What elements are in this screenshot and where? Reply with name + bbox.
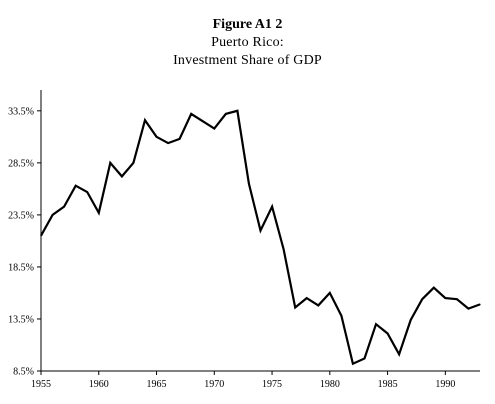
data-point bbox=[317, 304, 319, 307]
data-point bbox=[202, 120, 204, 122]
y-tick-label: 33.5% bbox=[8, 106, 34, 117]
data-point bbox=[456, 298, 458, 300]
chart-subtitle-line-1: Puerto Rico: bbox=[211, 35, 284, 50]
series-line bbox=[40, 109, 481, 366]
x-tick-label: 1975 bbox=[262, 379, 282, 390]
chart-titles: Figure A1 2 Puerto Rico: Investment Shar… bbox=[0, 16, 495, 70]
data-point bbox=[213, 127, 215, 130]
chart-title: Figure A1 2 bbox=[212, 17, 283, 32]
data-point bbox=[179, 138, 181, 140]
y-tick-label: 18.5% bbox=[8, 262, 34, 273]
data-point bbox=[352, 363, 354, 365]
data-point bbox=[271, 205, 273, 208]
data-point bbox=[329, 292, 331, 294]
data-point bbox=[294, 306, 296, 309]
data-point bbox=[421, 298, 423, 300]
data-point bbox=[86, 191, 88, 193]
series bbox=[40, 109, 481, 366]
data-point bbox=[109, 162, 111, 164]
data-point bbox=[155, 136, 158, 138]
data-point bbox=[75, 185, 77, 187]
x-tick-label: 1980 bbox=[320, 379, 340, 390]
y-tick-label: 8.5% bbox=[13, 367, 34, 378]
data-point bbox=[236, 110, 238, 112]
data-point bbox=[467, 307, 470, 310]
data-point bbox=[479, 303, 481, 305]
tick-labels: 8.5% 13.5% 18.5% 23.5% 28.5% 33.5% 1955 1960 196… bbox=[8, 106, 455, 390]
x-tick-label: 1970 bbox=[204, 379, 224, 390]
data-point bbox=[121, 175, 123, 177]
x-tick-label: 1955 bbox=[31, 379, 51, 390]
axes bbox=[40, 90, 480, 372]
x-tick-label: 1985 bbox=[378, 379, 398, 390]
tick-marks bbox=[37, 110, 446, 375]
data-point bbox=[386, 332, 389, 335]
data-point bbox=[167, 142, 169, 144]
data-point bbox=[63, 205, 65, 208]
x-tick-label: 1990 bbox=[435, 379, 455, 390]
data-point bbox=[283, 248, 285, 250]
x-tick-label: 1960 bbox=[89, 379, 109, 390]
data-point bbox=[433, 287, 435, 289]
y-tick-label: 23.5% bbox=[8, 210, 34, 221]
data-point bbox=[225, 113, 227, 115]
data-point bbox=[190, 113, 192, 115]
data-point bbox=[144, 119, 146, 121]
x-tick-label: 1965 bbox=[147, 379, 167, 390]
data-point bbox=[248, 183, 250, 185]
data-point bbox=[410, 319, 412, 321]
data-point bbox=[340, 315, 342, 317]
data-point bbox=[98, 212, 100, 214]
data-point bbox=[40, 235, 42, 237]
data-point bbox=[306, 297, 308, 299]
chart-subtitle-line-2: Investment Share of GDP bbox=[173, 53, 322, 68]
y-tick-label: 28.5% bbox=[8, 158, 34, 169]
data-point bbox=[259, 229, 262, 232]
data-point bbox=[398, 353, 400, 355]
data-point bbox=[132, 162, 135, 164]
data-point bbox=[375, 323, 377, 325]
data-point bbox=[51, 214, 54, 216]
data-point bbox=[444, 297, 446, 299]
data-point bbox=[363, 357, 366, 360]
y-tick-label: 13.5% bbox=[8, 314, 34, 325]
